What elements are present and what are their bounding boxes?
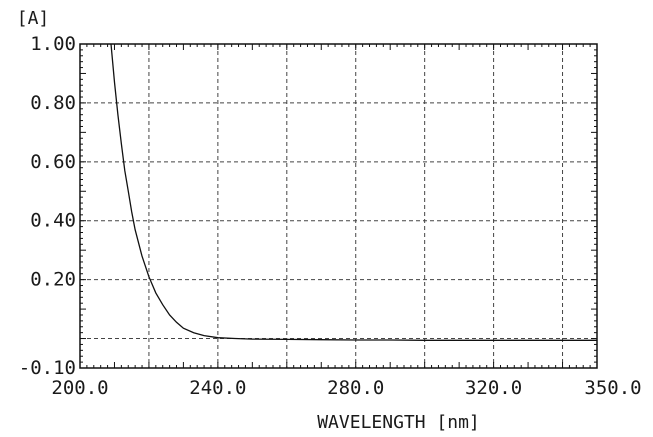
- plot-frame: [79, 43, 598, 369]
- y-axis-title: [A]: [17, 8, 50, 29]
- y-tick-label: 0.80: [30, 92, 76, 114]
- x-axis-title: WAVELENGTH [nm]: [317, 412, 480, 433]
- y-tick-label: 0.60: [30, 151, 76, 173]
- y-tick-label: 0.20: [30, 269, 76, 291]
- x-tick-label: 240.0: [189, 377, 246, 399]
- x-tick-label: 200.0: [51, 377, 108, 399]
- plot-area: [110, 43, 597, 341]
- y-tick-label: 1.00: [30, 33, 76, 55]
- x-tick-label: 320.0: [465, 377, 522, 399]
- x-tick-label: 350.0: [584, 377, 641, 399]
- grid: [80, 44, 597, 368]
- x-tick-label: 280.0: [327, 377, 384, 399]
- y-tick-label: -0.10: [19, 357, 76, 379]
- y-tick-label: 0.40: [30, 210, 76, 232]
- absorbance-curve: [110, 43, 597, 341]
- plot-border: [79, 43, 598, 369]
